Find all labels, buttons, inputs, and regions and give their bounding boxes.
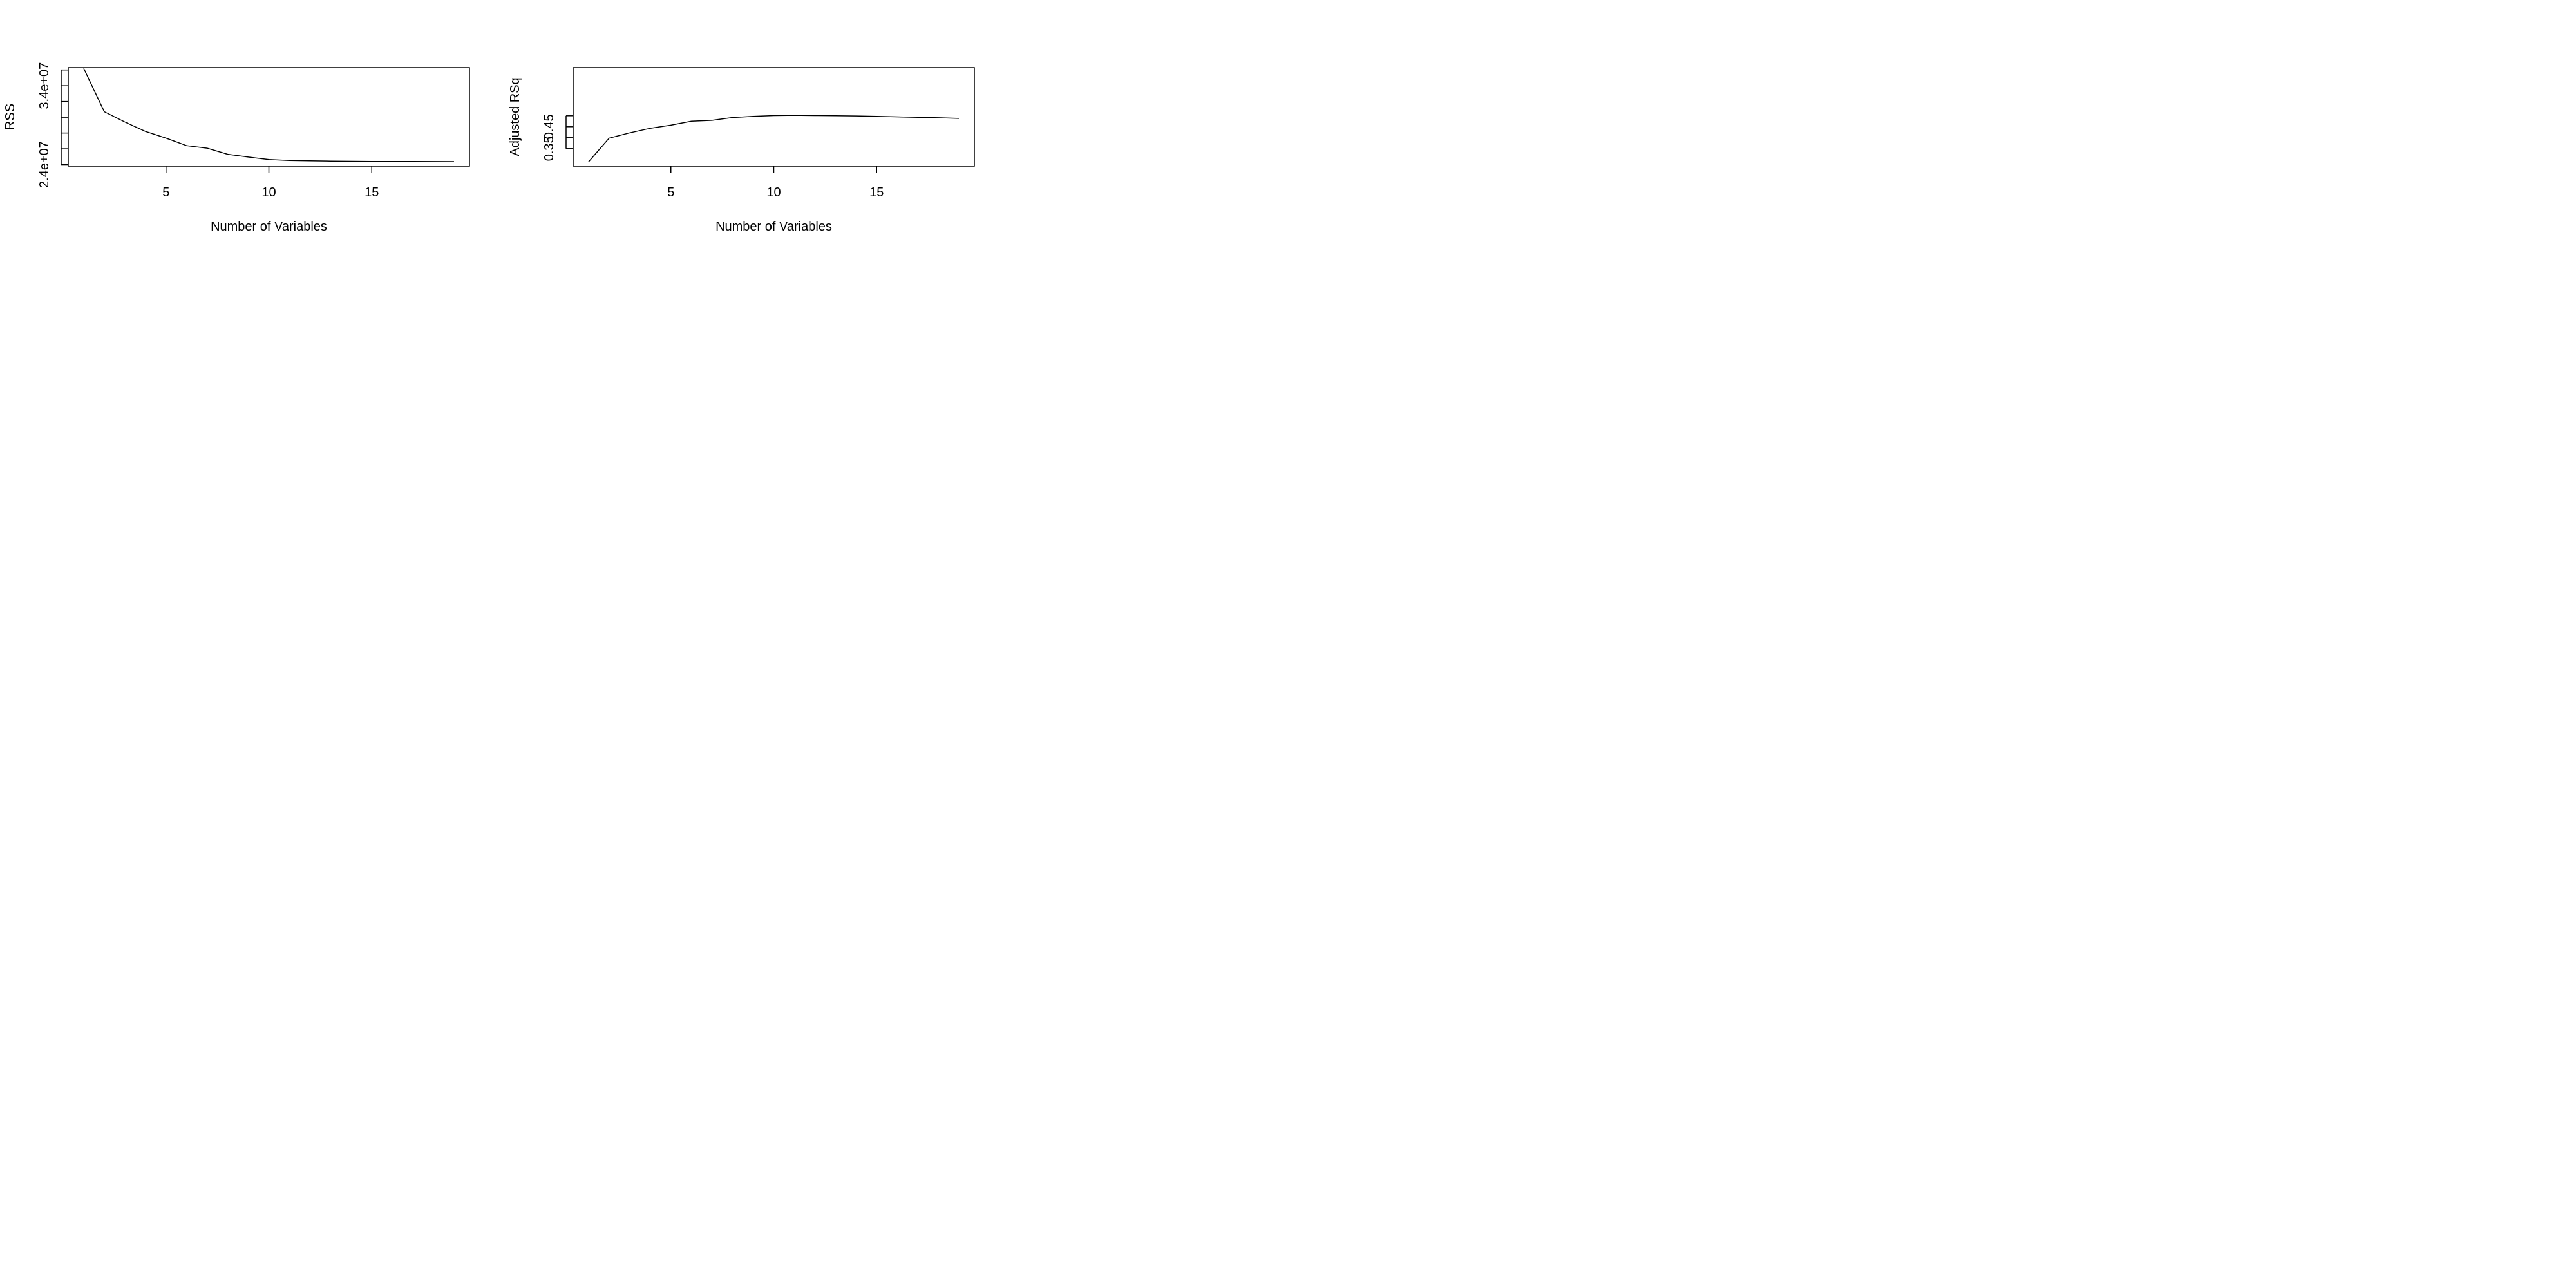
x-ticks: 5 10 15 bbox=[667, 166, 884, 200]
y-axis-label: Adjusted RSq bbox=[508, 77, 522, 156]
y-tick-label: 0.45 bbox=[542, 114, 556, 139]
rss-series-line bbox=[83, 68, 455, 162]
y-ticks: 2.4e+07 3.4e+07 bbox=[37, 62, 68, 188]
rss-chart: 5 10 15 2.4e+07 3.4e+07 Number of Variables… bbox=[3, 62, 470, 234]
y-tick-label: 3.4e+07 bbox=[37, 62, 52, 109]
x-ticks: 5 10 15 bbox=[162, 166, 379, 200]
x-tick-label: 5 bbox=[667, 185, 674, 200]
adjusted-rsq-series-line bbox=[588, 115, 960, 162]
x-axis-label: Number of Variables bbox=[211, 220, 327, 234]
y-ticks: 0.350.45 bbox=[542, 114, 573, 161]
x-tick-label: 15 bbox=[365, 185, 379, 200]
x-axis-label: Number of Variables bbox=[715, 220, 832, 234]
y-tick-label: 2.4e+07 bbox=[37, 141, 52, 188]
plot-frame bbox=[68, 67, 470, 167]
x-tick-label: 5 bbox=[162, 185, 169, 200]
adjusted-rsq-chart: 5 10 15 0.350.45 Number of Variables Adjus… bbox=[508, 67, 975, 234]
x-tick-label: 15 bbox=[869, 185, 884, 200]
x-tick-label: 10 bbox=[261, 185, 276, 200]
y-axis-label: RSS bbox=[3, 104, 17, 130]
figure: 5 10 15 2.4e+07 3.4e+07 Number of Variables… bbox=[3, 62, 975, 234]
y-tick-label: 0.35 bbox=[542, 136, 556, 161]
x-tick-label: 10 bbox=[766, 185, 781, 200]
